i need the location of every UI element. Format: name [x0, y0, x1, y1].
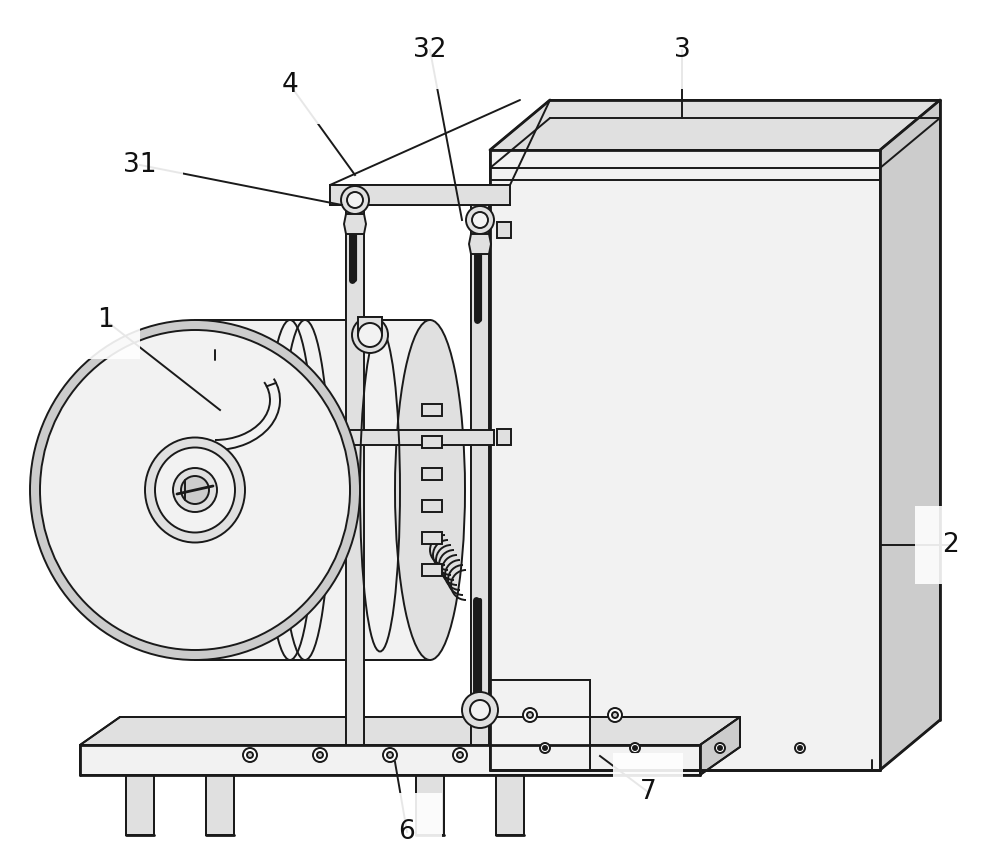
Text: 1: 1 — [97, 307, 113, 333]
Circle shape — [243, 748, 257, 762]
Text: 4: 4 — [282, 72, 298, 98]
Circle shape — [387, 752, 393, 758]
Polygon shape — [341, 430, 494, 445]
Polygon shape — [80, 745, 700, 775]
Circle shape — [247, 752, 253, 758]
Polygon shape — [496, 775, 524, 835]
Polygon shape — [422, 564, 442, 576]
Circle shape — [795, 743, 805, 753]
Circle shape — [383, 748, 397, 762]
Circle shape — [313, 748, 327, 762]
Circle shape — [352, 317, 388, 353]
Circle shape — [523, 708, 537, 722]
Circle shape — [608, 708, 622, 722]
Circle shape — [358, 323, 382, 347]
Ellipse shape — [395, 320, 465, 660]
Circle shape — [457, 752, 463, 758]
Polygon shape — [490, 150, 880, 770]
Polygon shape — [346, 185, 364, 745]
Circle shape — [798, 746, 802, 750]
Circle shape — [317, 752, 323, 758]
Circle shape — [540, 743, 550, 753]
Polygon shape — [126, 775, 154, 835]
Circle shape — [173, 468, 217, 512]
Circle shape — [543, 746, 547, 750]
Polygon shape — [330, 185, 510, 205]
Ellipse shape — [30, 320, 360, 660]
Polygon shape — [422, 468, 442, 480]
Bar — [497, 222, 511, 238]
Ellipse shape — [40, 330, 350, 650]
Ellipse shape — [155, 448, 235, 532]
Circle shape — [718, 746, 722, 750]
Text: 31: 31 — [123, 152, 157, 178]
Polygon shape — [469, 234, 491, 254]
Polygon shape — [490, 680, 590, 770]
Polygon shape — [195, 320, 430, 660]
Polygon shape — [344, 214, 366, 234]
Polygon shape — [880, 100, 940, 770]
Polygon shape — [80, 717, 740, 745]
Bar — [497, 429, 511, 445]
Polygon shape — [471, 185, 489, 745]
Polygon shape — [416, 775, 444, 835]
Text: 32: 32 — [413, 37, 447, 63]
Polygon shape — [206, 775, 234, 835]
Text: 3: 3 — [674, 37, 690, 63]
Circle shape — [462, 692, 498, 728]
Polygon shape — [422, 404, 442, 416]
Circle shape — [347, 192, 363, 208]
Circle shape — [715, 743, 725, 753]
Circle shape — [181, 476, 209, 504]
Circle shape — [466, 206, 494, 234]
Circle shape — [341, 186, 369, 214]
Ellipse shape — [145, 437, 245, 543]
Bar — [358, 317, 382, 335]
Text: 6: 6 — [399, 819, 415, 845]
Polygon shape — [700, 717, 740, 775]
Polygon shape — [422, 532, 442, 544]
Polygon shape — [422, 436, 442, 448]
Circle shape — [472, 212, 488, 228]
Circle shape — [470, 700, 490, 720]
Circle shape — [630, 743, 640, 753]
Text: 2: 2 — [942, 532, 958, 558]
Circle shape — [527, 712, 533, 718]
Circle shape — [633, 746, 637, 750]
Circle shape — [612, 712, 618, 718]
Polygon shape — [490, 100, 940, 150]
Circle shape — [453, 748, 467, 762]
Text: 7: 7 — [640, 779, 656, 805]
Polygon shape — [422, 500, 442, 512]
